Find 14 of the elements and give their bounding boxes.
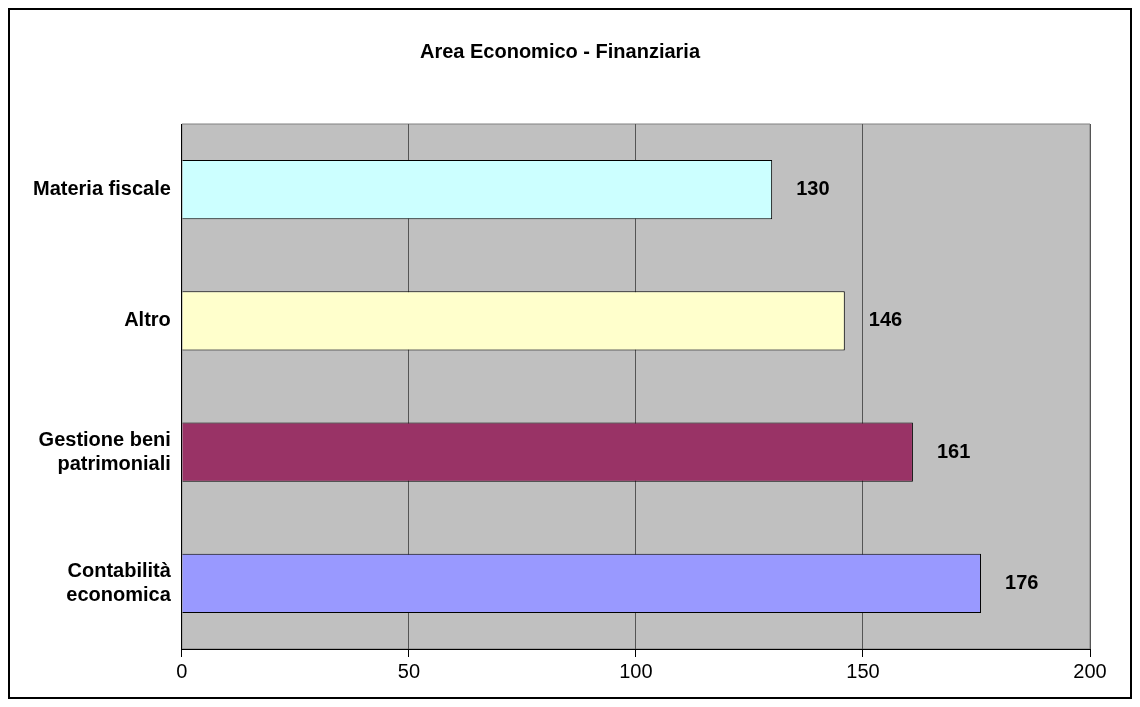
x-tick-label: 50	[397, 659, 421, 682]
data-label: 146	[868, 308, 903, 331]
chart-title: Area Economico - Finanziaria	[419, 39, 701, 62]
x-tick-label: 150	[846, 659, 880, 682]
x-tick-label: 200	[1073, 659, 1107, 682]
y-tick-label: Gestione beni patrimoniali	[38, 427, 171, 474]
y-tick-label: Contabilità economica	[66, 558, 172, 605]
x-tick-label: 0	[176, 659, 188, 682]
data-label: 130	[796, 177, 830, 200]
data-label: 161	[936, 439, 971, 462]
y-tick-label: Materia fiscale	[32, 177, 171, 200]
x-tick-label: 100	[619, 659, 653, 682]
data-label: 176	[1005, 570, 1039, 593]
y-tick-label: Altro	[124, 308, 171, 331]
